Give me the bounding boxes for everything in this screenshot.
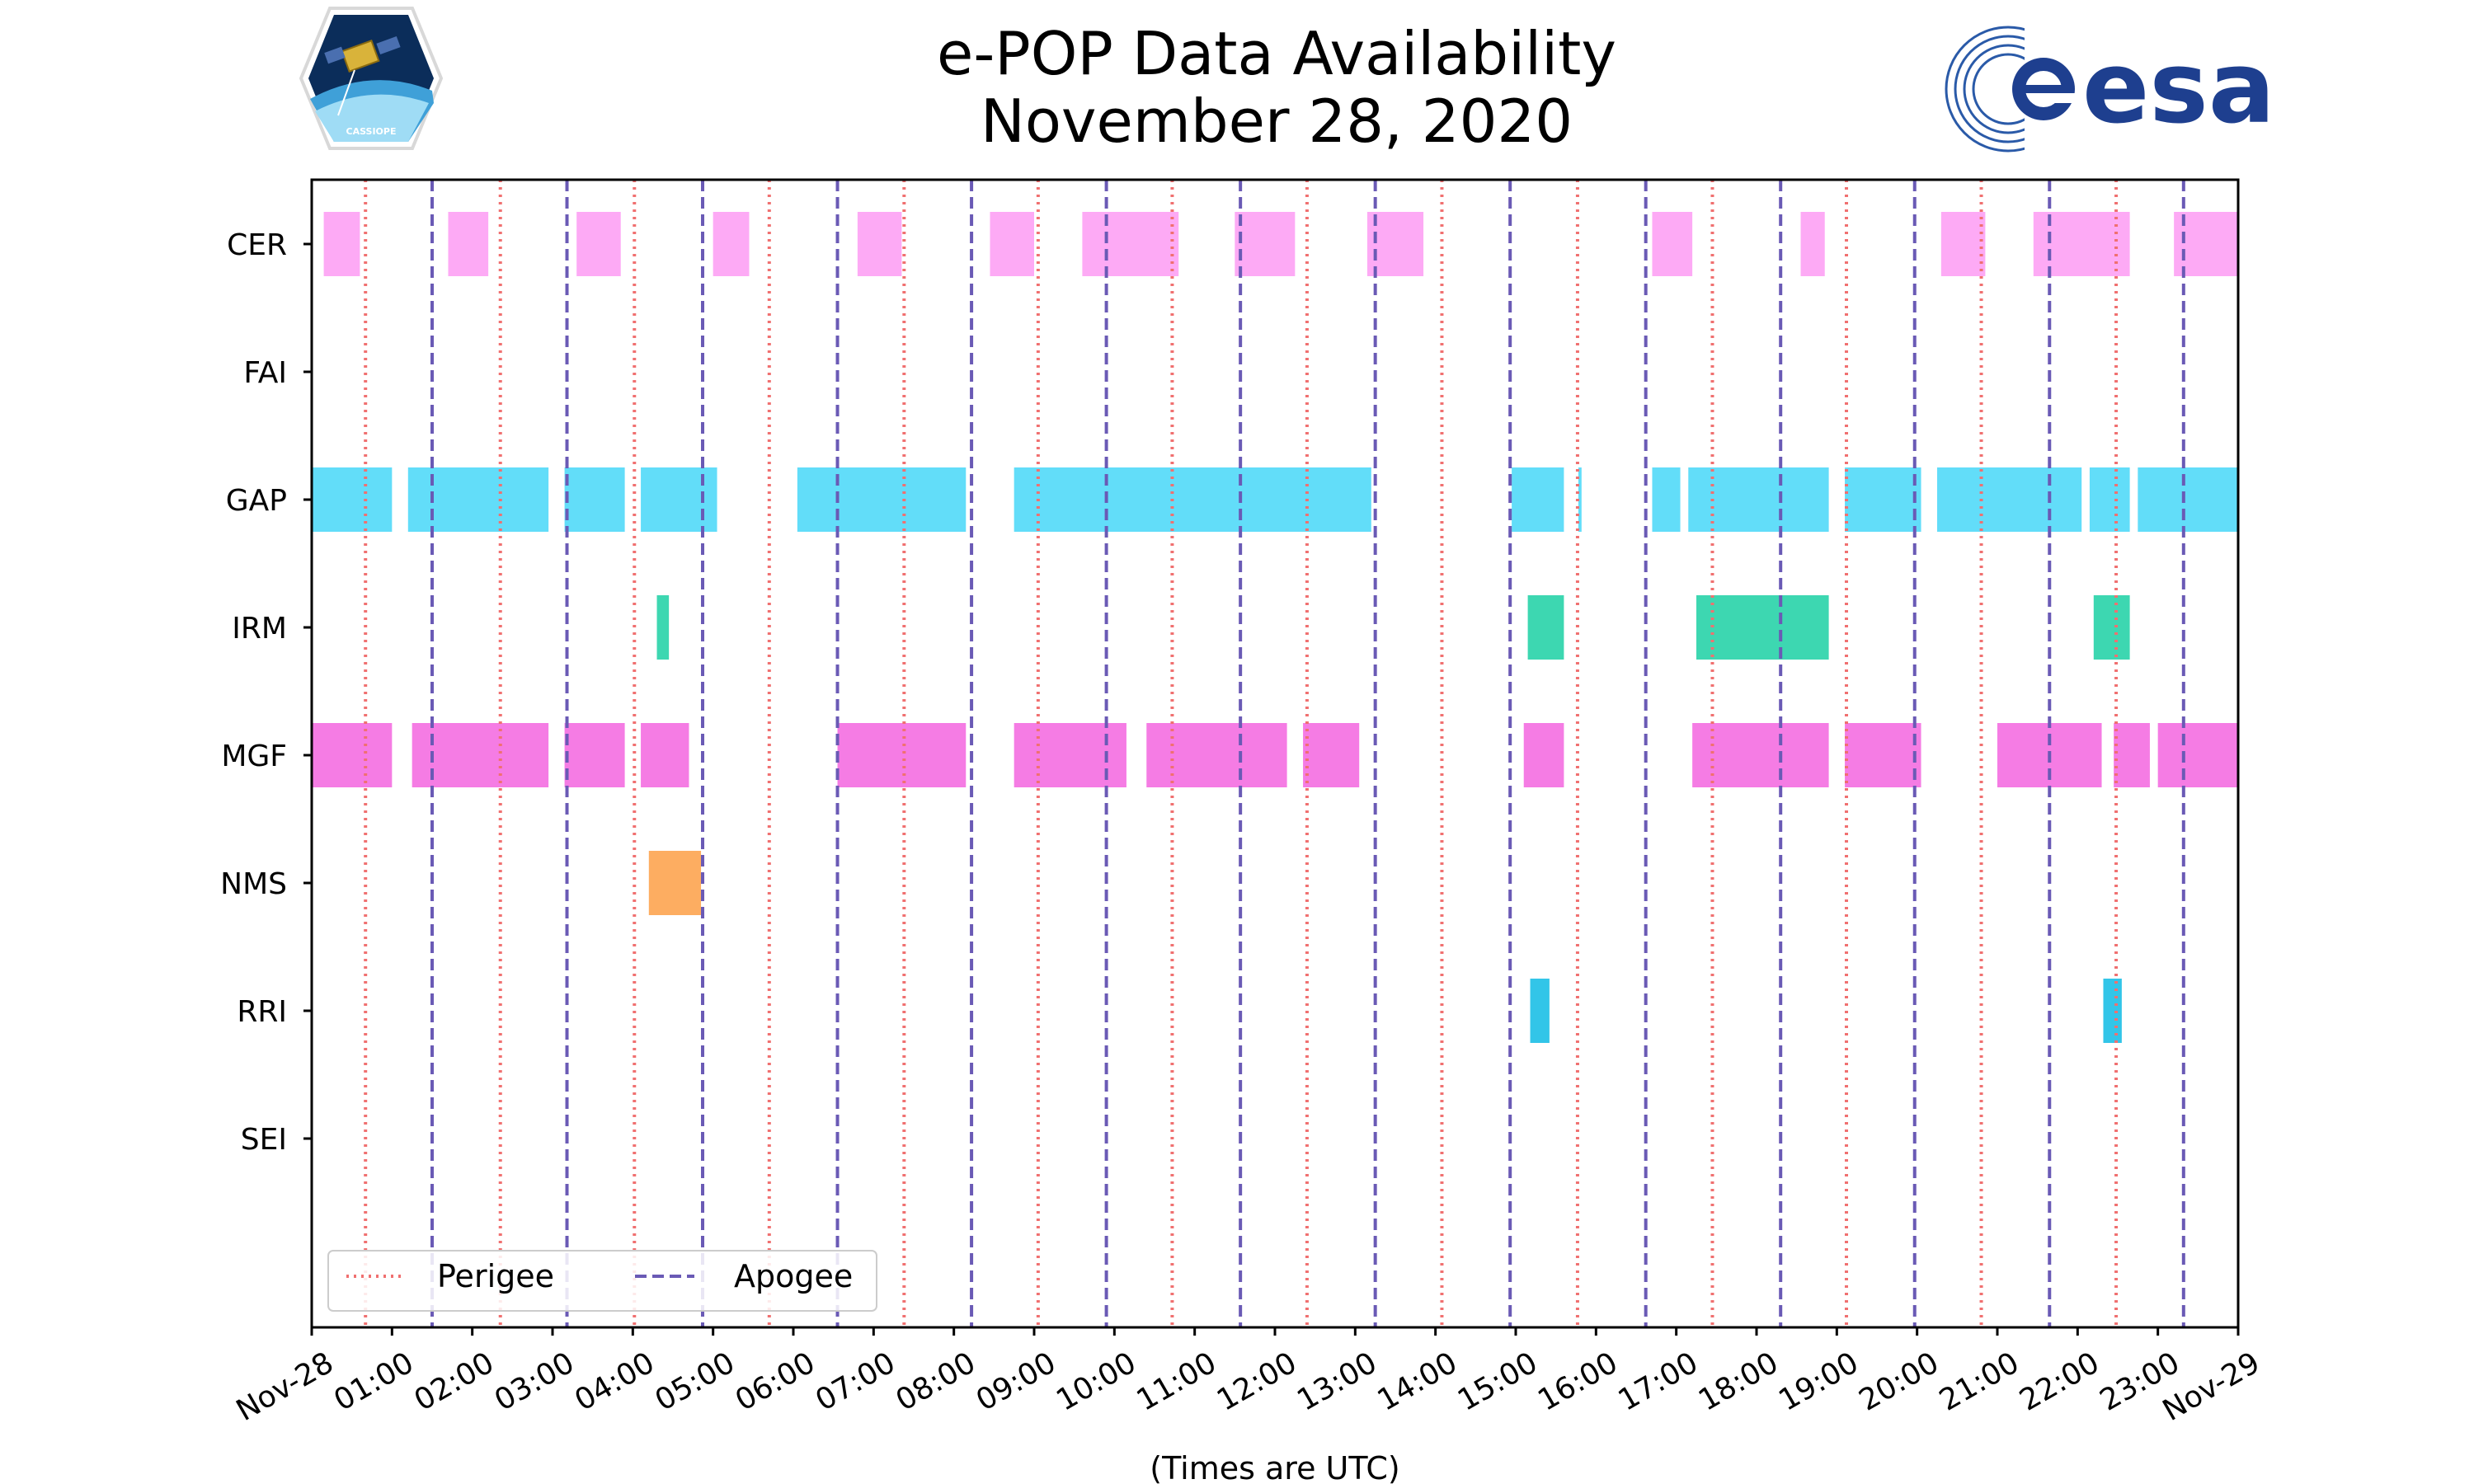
bar-cer-10 [1652,212,1693,276]
bar-cer-6 [990,212,1034,276]
legend: Perigee Apogee [327,1250,877,1312]
bar-cer-12 [1940,212,1986,276]
bar-mgf-14 [2157,723,2238,787]
bar-gap-2 [407,467,549,532]
cassiope-logo-text: CASSIOPE [346,126,397,137]
bar-mgf-9 [1523,723,1564,787]
y-tick-label-nms: NMS [220,867,287,901]
bar-cer-5 [857,212,902,276]
bar-gap-1 [312,467,393,532]
y-tick-label-rri: RRI [237,995,287,1029]
bar-gap-8 [1578,467,1582,532]
x-tick-label-05-00: 05:00 [650,1345,741,1417]
bar-rri-2 [2103,979,2122,1043]
bar-gap-11 [1845,467,1921,532]
bar-nms-1 [648,851,702,915]
bar-gap-12 [1937,467,2082,532]
bar-irm-2 [1527,595,1564,660]
x-tick-label-11-00: 11:00 [1131,1345,1222,1417]
bar-gap-4 [641,467,717,532]
x-tick-label-08-00: 08:00 [891,1345,981,1417]
bar-gap-13 [2089,467,2130,532]
x-axis-label: (Times are UTC) [1150,1450,1399,1484]
x-tick-label-03-00: 03:00 [489,1345,580,1417]
plot-area [312,180,2238,1327]
bar-cer-2 [448,212,489,276]
bar-mgf-2 [412,723,549,787]
x-tick-label-22-00: 22:00 [2014,1345,2105,1417]
bar-mgf-3 [564,723,625,787]
x-tick-label-19-00: 19:00 [1773,1345,1864,1417]
esa-logo: esa [1945,16,2275,165]
bar-mgf-1 [312,723,393,787]
y-axis: CER FAI GAP IRM MGF NMS RRI SEI [220,228,312,1157]
legend-perigee-label: Perigee [437,1258,554,1294]
bar-irm-1 [656,595,670,660]
x-tick-label-06-00: 06:00 [730,1345,821,1417]
bar-irm-4 [2093,595,2130,660]
x-tick-label-18-00: 18:00 [1693,1345,1784,1417]
bar-gap-9 [1652,467,1681,532]
y-tick-label-cer: CER [227,228,287,262]
bar-cer-11 [1800,212,1825,276]
x-tick-label-20-00: 20:00 [1854,1345,1945,1417]
y-tick-label-sei: SEI [241,1123,287,1157]
bar-mgf-10 [1692,723,1829,787]
cassiope-logo: CASSIOPE [299,7,444,150]
y-tick-label-fai: FAI [243,356,287,390]
x-tick-label-09-00: 09:00 [971,1345,1061,1417]
x-tick-label-17-00: 17:00 [1613,1345,1704,1417]
y-tick-label-mgf: MGF [221,740,287,773]
bar-gap-14 [2138,467,2238,532]
legend-apogee-label: Apogee [734,1258,853,1294]
x-tick-label-01-00: 01:00 [328,1345,419,1417]
bar-cer-4 [713,212,750,276]
bar-mgf-11 [1845,723,1921,787]
bar-cer-3 [576,212,621,276]
x-tick-label-nov-28: Nov-28 [231,1345,339,1428]
bar-mgf-6 [1014,723,1126,787]
x-tick-label-07-00: 07:00 [810,1345,901,1417]
x-tick-label-04-00: 04:00 [569,1345,660,1417]
bar-cer-8 [1235,212,1296,276]
x-tick-label-15-00: 15:00 [1452,1345,1543,1417]
bar-mgf-5 [837,723,967,787]
bar-gap-10 [1688,467,1829,532]
bar-gap-6 [1014,467,1371,532]
x-tick-label-14-00: 14:00 [1372,1345,1463,1417]
x-tick-label-10-00: 10:00 [1051,1345,1141,1417]
bar-mgf-4 [641,723,689,787]
chart-title-line-2: November 28, 2020 [981,87,1573,156]
bar-cer-7 [1082,212,1179,276]
bar-irm-3 [1696,595,1829,660]
bar-rri-1 [1530,979,1550,1043]
y-tick-label-gap: GAP [226,484,287,518]
bar-mgf-8 [1303,723,1360,787]
bar-mgf-7 [1146,723,1287,787]
x-tick-label-16-00: 16:00 [1532,1345,1623,1417]
x-tick-label-02-00: 02:00 [409,1345,500,1417]
x-axis: Nov-2801:0002:0003:0004:0005:0006:0007:0… [231,1327,2265,1428]
y-tick-label-irm: IRM [232,612,287,646]
bar-gap-5 [797,467,967,532]
bar-gap-3 [564,467,625,532]
bar-cer-1 [323,212,360,276]
x-tick-label-13-00: 13:00 [1291,1345,1382,1417]
bar-mgf-13 [2114,723,2150,787]
legend-box [327,1250,877,1312]
bar-gap-7 [1512,467,1564,532]
x-tick-label-12-00: 12:00 [1211,1345,1302,1417]
x-tick-label-21-00: 21:00 [1934,1345,2025,1417]
esa-logo-text: esa [2082,31,2275,146]
chart-title-line-1: e-POP Data Availability [937,19,1616,88]
